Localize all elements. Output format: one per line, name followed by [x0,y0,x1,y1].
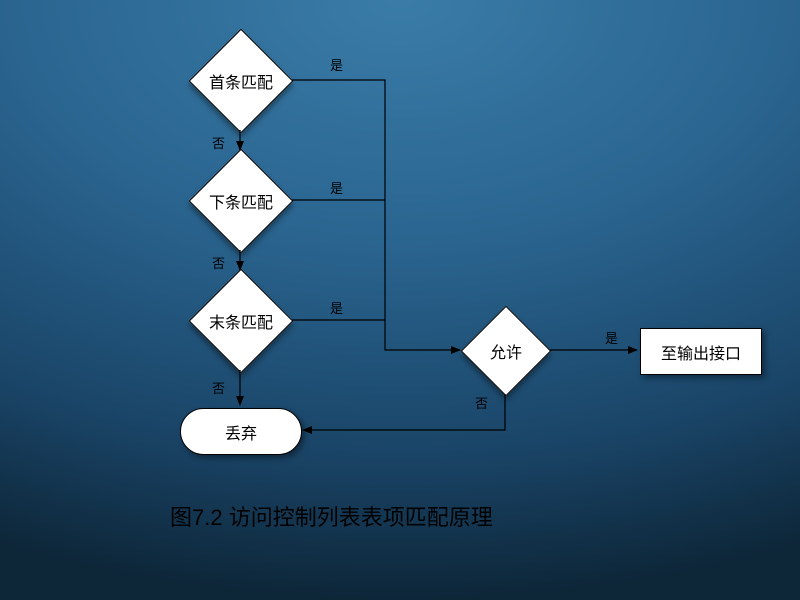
edge-label-no: 否 [475,393,488,412]
edge-label-no: 否 [212,378,225,397]
flowchart-canvas: 首条匹配 下条匹配 末条匹配 允许 至输出接口 丢弃 是 否 是 否 是 否 是… [0,0,800,600]
edge-label-yes: 是 [330,178,343,197]
node-next-match: 下条匹配 [189,149,294,254]
node-label: 丢弃 [225,420,257,444]
node-label: 末条匹配 [209,309,273,333]
node-label: 允许 [490,339,522,363]
node-permit: 允许 [461,306,552,397]
edge-label-yes: 是 [330,55,343,74]
node-first-match: 首条匹配 [189,29,294,134]
node-label: 首条匹配 [209,69,273,93]
node-output-interface: 至输出接口 [640,328,762,375]
edge-label-yes: 是 [330,298,343,317]
node-last-match: 末条匹配 [189,269,294,374]
node-label: 下条匹配 [209,189,273,213]
figure-caption: 图7.2 访问控制列表表项匹配原理 [170,500,493,532]
edge-label-no: 否 [212,133,225,152]
edge-label-no: 否 [212,253,225,272]
node-discard: 丢弃 [180,408,302,455]
node-label: 至输出接口 [661,340,741,364]
edge-label-yes: 是 [605,328,618,347]
